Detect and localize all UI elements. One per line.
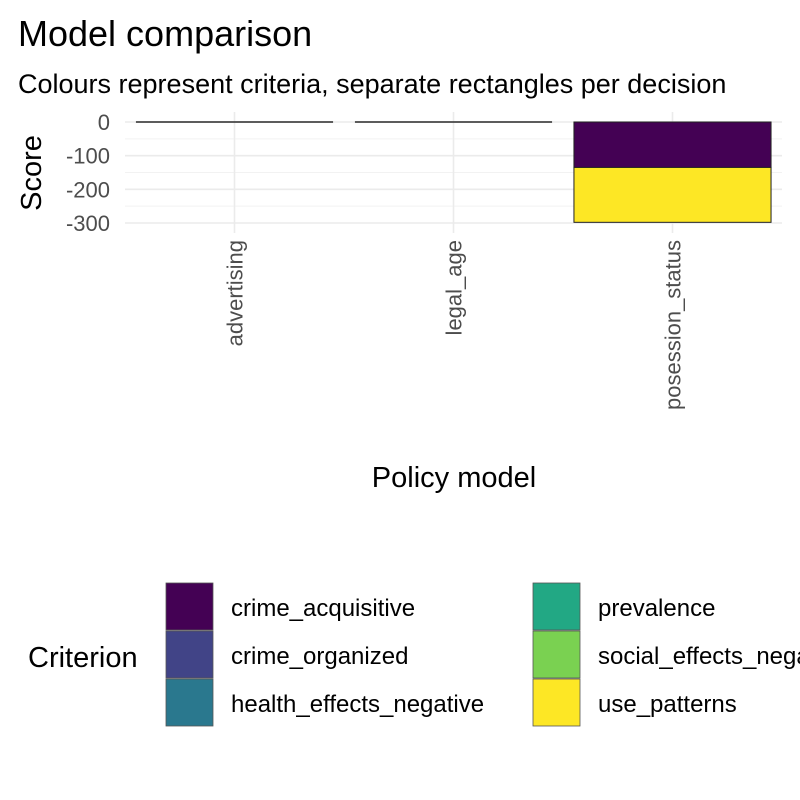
legend-key <box>532 582 581 631</box>
x-tick-label: advertising <box>223 240 248 346</box>
bars <box>135 121 772 223</box>
legend-title: Criterion <box>28 642 138 674</box>
y-tick-label: 0 <box>98 110 110 135</box>
chart-title: Model comparison <box>18 13 312 54</box>
bar-segment <box>573 121 772 168</box>
legend-key <box>165 678 214 727</box>
legend-label: prevalence <box>598 595 715 622</box>
x-axis-title: Policy model <box>372 462 536 494</box>
bar-segment <box>573 166 772 223</box>
legend-key <box>532 678 581 727</box>
legend-key <box>165 630 214 679</box>
y-tick-label: -200 <box>66 177 110 202</box>
legend: crime_acquisitive crime_organized health_e… <box>165 582 800 727</box>
x-tick-labels: advertising legal_age posession_status <box>223 240 686 410</box>
x-tick-label: posession_status <box>661 240 686 410</box>
chart-subtitle: Colours represent criteria, separate rec… <box>18 69 726 99</box>
legend-label: crime_acquisitive <box>231 595 415 622</box>
legend-label: use_patterns <box>598 691 737 718</box>
y-axis-title: Score <box>16 135 48 211</box>
y-tick-label: -300 <box>66 211 110 236</box>
legend-key <box>532 630 581 679</box>
legend-label: social_effects_negative <box>598 643 800 670</box>
y-tick-label: -100 <box>66 144 110 169</box>
x-tick-label: legal_age <box>442 240 467 335</box>
legend-key <box>165 582 214 631</box>
legend-label: crime_organized <box>231 643 408 670</box>
y-tick-labels: 0 -100 -200 -300 <box>66 110 110 236</box>
legend-label: health_effects_negative <box>231 691 484 718</box>
